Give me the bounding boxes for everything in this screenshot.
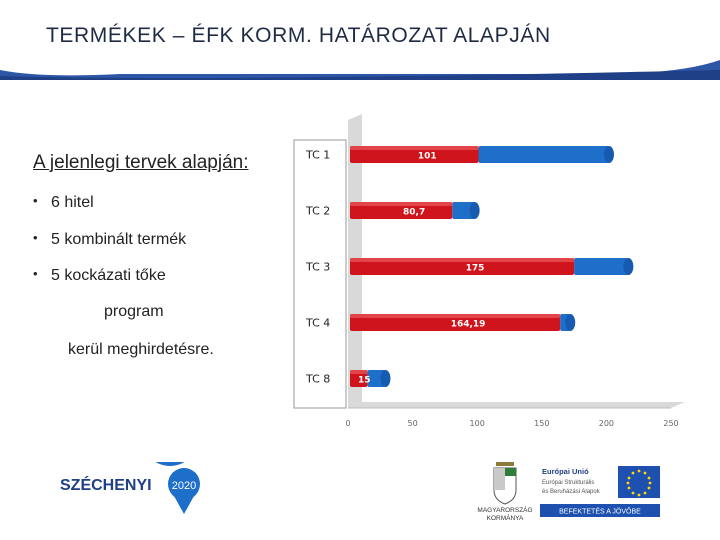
- bar-data-label: 80,7: [403, 208, 425, 218]
- bar-highlight: [350, 258, 575, 262]
- hungarian-government-logo: MAGYARORSZÁG KORMÁNYA: [477, 462, 533, 522]
- x-tick-label: 250: [663, 419, 678, 428]
- gov-logo-line1: MAGYARORSZÁG: [477, 505, 532, 514]
- bar-remainder: [574, 258, 629, 275]
- szechenyi-logo-year: 2020: [172, 480, 196, 492]
- bar-remainder-cap: [469, 202, 480, 219]
- bar-remainder-cap: [603, 146, 614, 163]
- chart-floor: [348, 402, 685, 408]
- bullet-continuation: program: [104, 303, 164, 320]
- bar-data-label: 164,19: [451, 320, 486, 330]
- bar-remainder: [452, 202, 475, 219]
- bar-highlight: [350, 314, 561, 318]
- bar-highlight: [350, 146, 479, 150]
- szechenyi-2020-logo: SZÉCHENYI 2020: [60, 462, 200, 514]
- x-tick-label: 100: [470, 419, 485, 428]
- category-label: TC 3: [305, 261, 330, 274]
- header-decoration: [0, 0, 720, 80]
- eu-logo-line1: Európai Strukturális: [542, 480, 594, 486]
- bullet-label: 6 hitel: [51, 194, 94, 211]
- bar: [350, 314, 561, 331]
- eu-logo-footer: BEFEKTETÉS A JÖVŐBE: [559, 507, 641, 516]
- header-banner: TERMÉKEK – ÉFK KORM. HATÁROZAT ALAPJÁN: [0, 0, 720, 80]
- category-label: TC 2: [305, 205, 330, 218]
- x-tick-label: 0: [345, 419, 350, 428]
- eu-logo-title: Európai Unió: [542, 467, 589, 476]
- bullet-label: 5 kockázati tőke: [51, 267, 166, 284]
- intro-text: A jelenlegi tervek alapján:: [33, 152, 249, 173]
- szechenyi-logo-text: SZÉCHENYI: [60, 475, 152, 494]
- bar-highlight: [350, 202, 453, 206]
- bar-remainder-cap: [623, 258, 634, 275]
- bar-highlight: [350, 370, 368, 374]
- bullet-label: 5 kombinált termék: [51, 231, 187, 248]
- bullet-dot: •: [33, 266, 38, 281]
- bar-data-label: 175: [466, 264, 485, 274]
- bar: [350, 202, 453, 219]
- bullet-item: • 6 hitel: [33, 193, 94, 212]
- page-title: TERMÉKEK – ÉFK KORM. HATÁROZAT ALAPJÁN: [46, 24, 551, 47]
- bar-remainder-cap: [380, 370, 391, 387]
- x-tick-label: 150: [534, 419, 549, 428]
- bullet-item: • 5 kombinált termék: [33, 230, 186, 249]
- bar: [350, 146, 479, 163]
- bar: [350, 370, 368, 387]
- bullet-continuation: kerül meghirdetésre.: [68, 341, 214, 358]
- bullet-item: • 5 kockázati tőke: [33, 266, 166, 285]
- gov-logo-line2: KORMÁNYA: [487, 513, 524, 522]
- bar-data-label: 101: [418, 152, 437, 162]
- bar-remainder: [367, 370, 386, 387]
- bar: [350, 258, 575, 275]
- bullet-dot: •: [33, 193, 38, 208]
- x-tick-label: 200: [599, 419, 614, 428]
- bar-remainder: [478, 146, 609, 163]
- bar-remainder-cap: [565, 314, 576, 331]
- eu-logo-line2: és Beruházási Alapok: [542, 489, 601, 495]
- bullet-dot: •: [33, 230, 38, 245]
- eu-funds-logo: Európai Unió Európai Strukturális és Ber…: [540, 466, 660, 517]
- category-panel: [293, 139, 347, 409]
- category-label: TC 4: [305, 317, 330, 330]
- bar-data-label: 15: [358, 376, 371, 386]
- category-label: TC 1: [305, 149, 330, 162]
- category-label: TC 8: [305, 373, 330, 386]
- x-tick-label: 50: [408, 419, 418, 428]
- eu-stars-icon: [626, 469, 652, 497]
